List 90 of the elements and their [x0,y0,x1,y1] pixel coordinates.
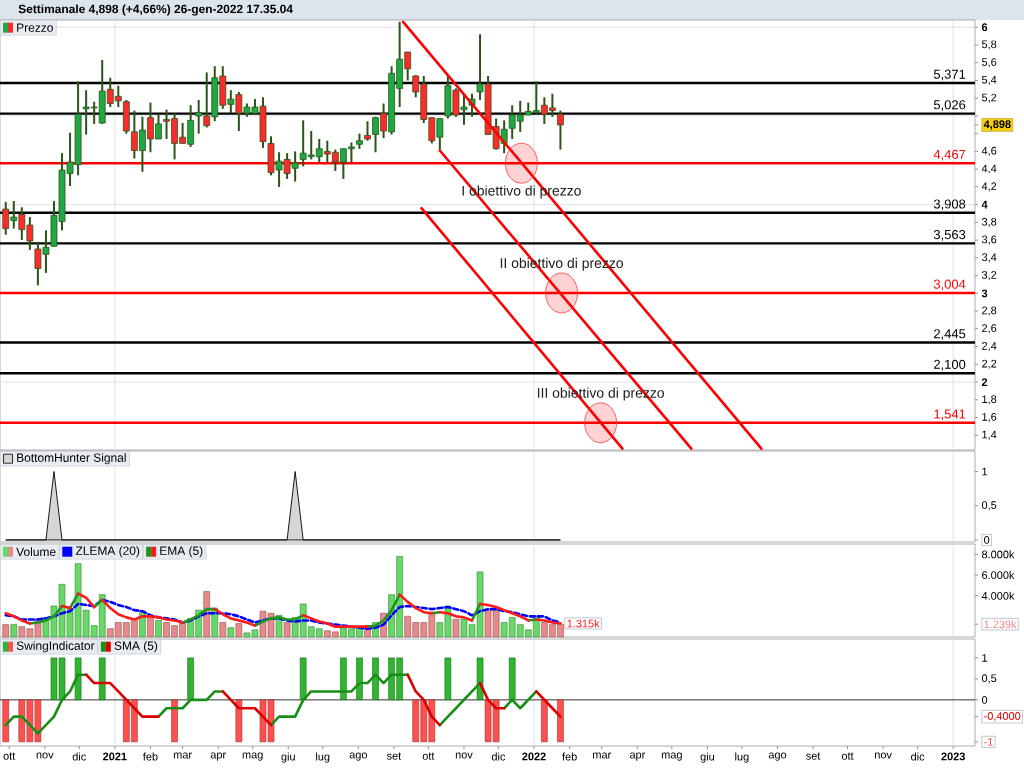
ref-line-label: 3,004 [933,279,966,291]
legend-label: Prezzo [17,23,53,32]
x-tick-label: mar [593,752,612,759]
x-tick-label: apr [210,752,226,761]
candlestick [557,109,564,151]
x-tick-label: set [806,752,821,760]
ref-line-label: 3,563 [933,229,966,241]
x-tick-label: dic [491,752,506,761]
y-tick-label: 1,8 [982,395,997,405]
x-tick-label: ott [841,752,854,760]
y-tick-label: 4,2 [981,182,997,192]
bar [235,623,243,638]
x-tick-label: nov [875,752,892,759]
y-tick-label: 3,4 [981,253,997,263]
y-tick-label: 3,2 [981,271,997,281]
y-tick-label: 4,6 [981,146,997,156]
y-tick-label: 0,5 [981,501,997,511]
ref-line-label: 3,908 [933,199,966,211]
x-tick-label: lug [735,752,749,763]
x-tick-label: 2023 [941,752,965,761]
x-tick-label: apr [629,752,646,761]
chart-title: Settimanale 4,898 (+4,66%) 26-gen-2022 17.35.04 [18,4,293,16]
legend-label: SwingIndicator [16,641,95,653]
y-tick-label: 4 [981,200,988,209]
bar [219,622,227,638]
x-tick-label: ago [768,752,787,761]
legend-label: ZLEMA (20) [75,546,140,558]
y-tick-label: 1.239k [984,620,1017,629]
x-tick-label: set [386,752,402,760]
bar [283,622,291,638]
y-tick-label: 2 [981,378,988,386]
x-tick-label: mar [173,752,192,759]
ref-line-label: 2,445 [934,329,966,340]
ref-line-label: 5,371 [933,69,966,81]
legend-label: Volume [16,547,56,557]
annotation: 1.315k [567,619,600,628]
y-tick-label: 3,6 [981,235,997,245]
y-tick-label: 3 [981,289,988,298]
ref-line-label: 2,100 [934,359,966,371]
ref-line-label: 1,541 [934,409,966,421]
y-tick-label: 2,4 [982,342,997,352]
y-tick-label: 1,4 [982,430,997,440]
y-tick-label: 4,4 [981,164,997,174]
y-tick-label: 1,6 [982,413,997,423]
legend-label: EMA (5) [160,546,203,558]
candlestick [364,120,371,142]
y-tick-label: 6 [981,23,988,32]
x-tick-label: ott [3,752,16,760]
y-tick-label: 3,8 [981,217,997,227]
y-tick-label: 5,2 [981,93,997,103]
y-tick-label: 0 [981,695,988,704]
y-tick-label: 0,5 [981,674,997,684]
bar [10,624,18,638]
y-tick-label: 2,8 [982,306,997,316]
x-tick-label: feb [142,752,158,761]
x-tick-label: feb [562,752,577,761]
y-tick-label: 5,4 [981,75,997,85]
x-tick-label: dic [911,752,925,761]
x-tick-label: giu [281,752,295,763]
y-tick-label: 8.000k [982,550,1015,559]
x-tick-label: 2021 [103,752,127,761]
y-tick-label: 5,6 [981,58,997,68]
y-tick-label: 1 [982,467,988,476]
x-tick-label: giu [700,752,714,763]
bar [452,619,460,638]
x-tick-label: 2022 [522,752,546,761]
y-tick-label: 0 [984,536,990,544]
y-tick-label: -1 [984,738,993,746]
ref-line-label: 4,467 [933,149,966,161]
y-tick-label: 2,2 [982,359,997,369]
x-tick-label: dic [72,752,86,761]
ref-line-label: 5,026 [933,100,966,111]
legend-label: SMA (5) [114,641,158,653]
legend-label: BottomHunter Signal [17,453,126,465]
y-tick-label: 1 [982,654,988,662]
x-tick-label: mag [242,752,263,761]
bar [155,620,162,638]
x-tick-label: lug [316,752,330,763]
y-tick-label: 5,8 [981,40,997,50]
x-tick-label: ago [349,752,367,761]
y-tick-label: -0,4000 [984,712,1021,722]
y-tick-label: 4.000k [981,591,1015,600]
y-tick-label: 6.000k [982,570,1015,580]
x-tick-label: nov [36,752,54,759]
x-tick-label: ott [422,752,435,760]
bar [227,627,235,638]
y-tick-label: 2,6 [982,324,997,334]
bar [2,624,10,638]
x-tick-label: nov [455,752,473,759]
x-tick-label: mag [661,752,682,761]
